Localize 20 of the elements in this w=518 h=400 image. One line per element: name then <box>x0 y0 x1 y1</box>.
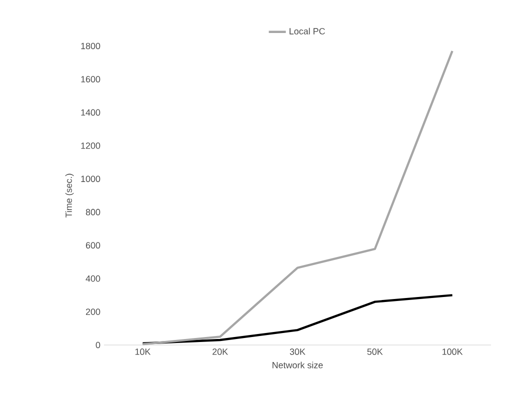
y-tick-label: 400 <box>86 275 100 282</box>
y-tick-label: 600 <box>86 242 100 249</box>
y-tick-label: 1000 <box>81 176 100 182</box>
y-axis-title: Time (sec.) <box>65 174 74 218</box>
x-axis-title: Network size <box>272 362 323 368</box>
line-series <box>142 50 454 346</box>
x-tick-label: 20K <box>212 348 228 355</box>
line-series <box>142 294 454 344</box>
x-tick-label: 50K <box>367 348 383 355</box>
y-tick-label: 1200 <box>81 142 100 149</box>
y-tick-label: 200 <box>86 308 100 315</box>
y-tick-label: 800 <box>86 208 100 216</box>
legend-label: Local PC <box>290 28 325 34</box>
x-tick-label: 30K <box>290 348 306 355</box>
y-tick-label: 0 <box>96 342 100 348</box>
y-tick-label: 1400 <box>81 109 100 116</box>
y-tick-label: 1600 <box>81 76 100 82</box>
y-tick-label: 1800 <box>81 42 100 50</box>
x-tick-label: 100K <box>442 348 463 355</box>
x-tick-label: 10K <box>135 348 151 355</box>
